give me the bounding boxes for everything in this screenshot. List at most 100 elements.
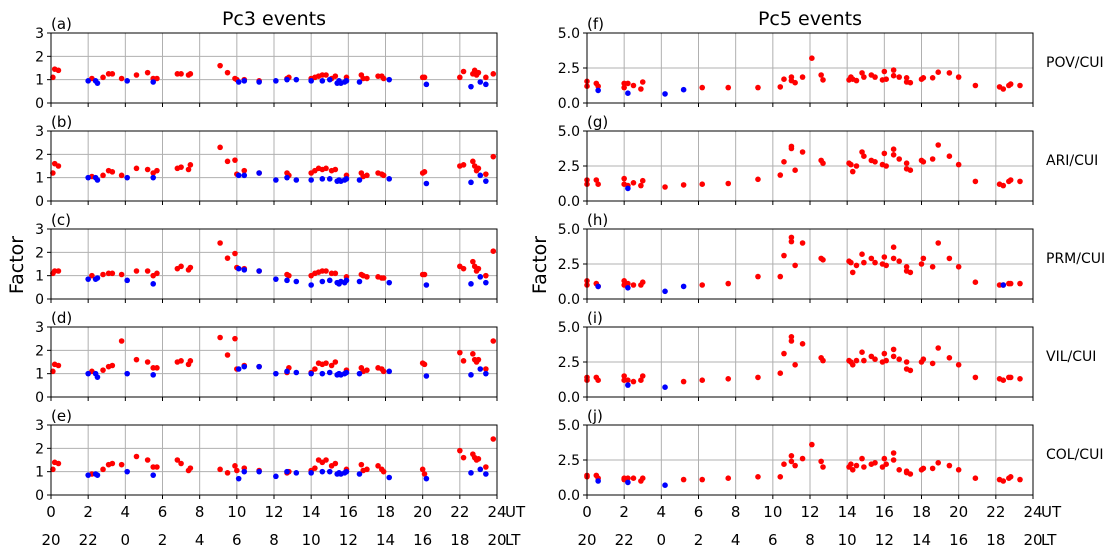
data-point-blue <box>124 174 130 181</box>
data-point-red <box>853 462 860 469</box>
panel-frame <box>586 32 1034 104</box>
data-point-blue <box>308 470 314 476</box>
data-point-red <box>630 282 637 288</box>
x-tick-label-lt: 2 <box>158 531 168 549</box>
data-point-red <box>332 166 339 173</box>
data-point-blue <box>256 79 262 85</box>
panel-frame <box>50 424 498 496</box>
data-point-blue <box>483 370 489 377</box>
y-tick-label: 2 <box>35 441 44 457</box>
data-point-red <box>972 82 979 89</box>
data-point-red <box>849 168 856 175</box>
data-point-blue <box>477 466 484 473</box>
data-point-red <box>118 271 125 278</box>
panel-h: 0.0 2.5 5.0 (h) PRM/CUI <box>558 211 1105 308</box>
data-point-red <box>859 70 865 76</box>
panel-label: (i) <box>587 309 603 327</box>
y-tick-label: 0 <box>35 390 44 406</box>
data-point-blue <box>343 468 350 475</box>
data-point-red <box>955 362 962 368</box>
data-point-red <box>100 172 106 179</box>
panel-label: (e) <box>51 407 72 425</box>
data-point-red <box>490 71 497 77</box>
y-tick-label: 0.0 <box>558 488 580 504</box>
data-point-red <box>154 365 160 371</box>
data-point-red <box>475 265 482 272</box>
data-point-red <box>818 72 824 78</box>
data-point-red <box>920 75 927 81</box>
data-point-red <box>755 374 761 381</box>
data-point-red <box>680 182 687 188</box>
data-point-red <box>55 362 62 369</box>
panel-label: (g) <box>587 113 608 131</box>
data-point-red <box>725 180 732 187</box>
data-point-blue <box>273 276 279 282</box>
data-point-red <box>929 75 936 81</box>
data-point-blue <box>124 277 130 284</box>
data-point-red <box>848 161 854 168</box>
data-point-red <box>920 356 927 363</box>
data-point-blue <box>662 288 668 295</box>
y-tick-label: 0 <box>35 96 44 112</box>
x-axis-label-ut: UT <box>1041 503 1062 521</box>
data-point-red <box>100 466 106 473</box>
x-tick-label-ut: 2 <box>619 503 629 521</box>
data-point-red <box>725 475 732 482</box>
data-point-blue <box>273 78 279 84</box>
panel-label: (f) <box>587 15 604 33</box>
data-point-red <box>872 74 878 80</box>
data-point-red <box>470 351 476 357</box>
data-point-red <box>920 255 927 262</box>
data-point-blue <box>94 177 101 183</box>
data-point-blue <box>326 468 333 475</box>
data-point-red <box>638 182 644 189</box>
y-tick-label: 5.0 <box>558 26 580 42</box>
data-point-blue <box>625 285 631 291</box>
data-point-red <box>178 358 184 364</box>
data-point-red <box>109 460 116 467</box>
panel-c: 0 1 2 3 (c) <box>35 211 498 308</box>
data-point-blue <box>308 370 314 377</box>
data-point-blue <box>284 174 290 181</box>
y-tick-label: 5.0 <box>558 320 580 336</box>
data-point-red <box>224 255 231 261</box>
data-point-red <box>792 79 798 86</box>
data-point-red <box>929 264 936 270</box>
data-point-red <box>907 471 914 477</box>
data-point-red <box>896 258 902 265</box>
data-point-red <box>234 467 240 474</box>
data-point-blue <box>386 279 393 286</box>
data-point-blue <box>483 279 489 286</box>
data-point-blue <box>477 172 484 179</box>
data-point-blue <box>625 382 631 388</box>
x-tick-label-lt: 20 <box>41 531 60 549</box>
x-tick-label-ut: 2 <box>83 503 93 521</box>
data-point-blue <box>343 277 350 284</box>
data-point-red <box>883 262 889 269</box>
data-point-red <box>883 163 889 169</box>
data-point-red <box>380 275 387 281</box>
data-point-red <box>903 264 910 270</box>
data-point-red <box>118 461 125 468</box>
panel-label: (h) <box>587 211 608 229</box>
data-point-red <box>881 150 888 157</box>
data-point-red <box>332 73 339 79</box>
x-tick-label-lt: 22 <box>79 531 98 549</box>
data-point-red <box>232 463 238 469</box>
x-tick-label-ut: 10 <box>227 503 246 521</box>
data-point-red <box>133 268 140 274</box>
data-point-red <box>100 367 106 373</box>
data-point-red <box>972 178 979 185</box>
data-point-red <box>755 84 761 91</box>
data-point-red <box>872 159 878 165</box>
y-tick-label: 2.5 <box>558 453 580 469</box>
data-point-red <box>861 357 867 364</box>
data-point-red <box>881 350 888 357</box>
data-point-blue <box>319 278 326 285</box>
data-point-blue <box>423 475 430 482</box>
data-point-red <box>109 270 116 277</box>
data-point-blue <box>326 76 333 83</box>
data-point-red <box>217 466 223 473</box>
